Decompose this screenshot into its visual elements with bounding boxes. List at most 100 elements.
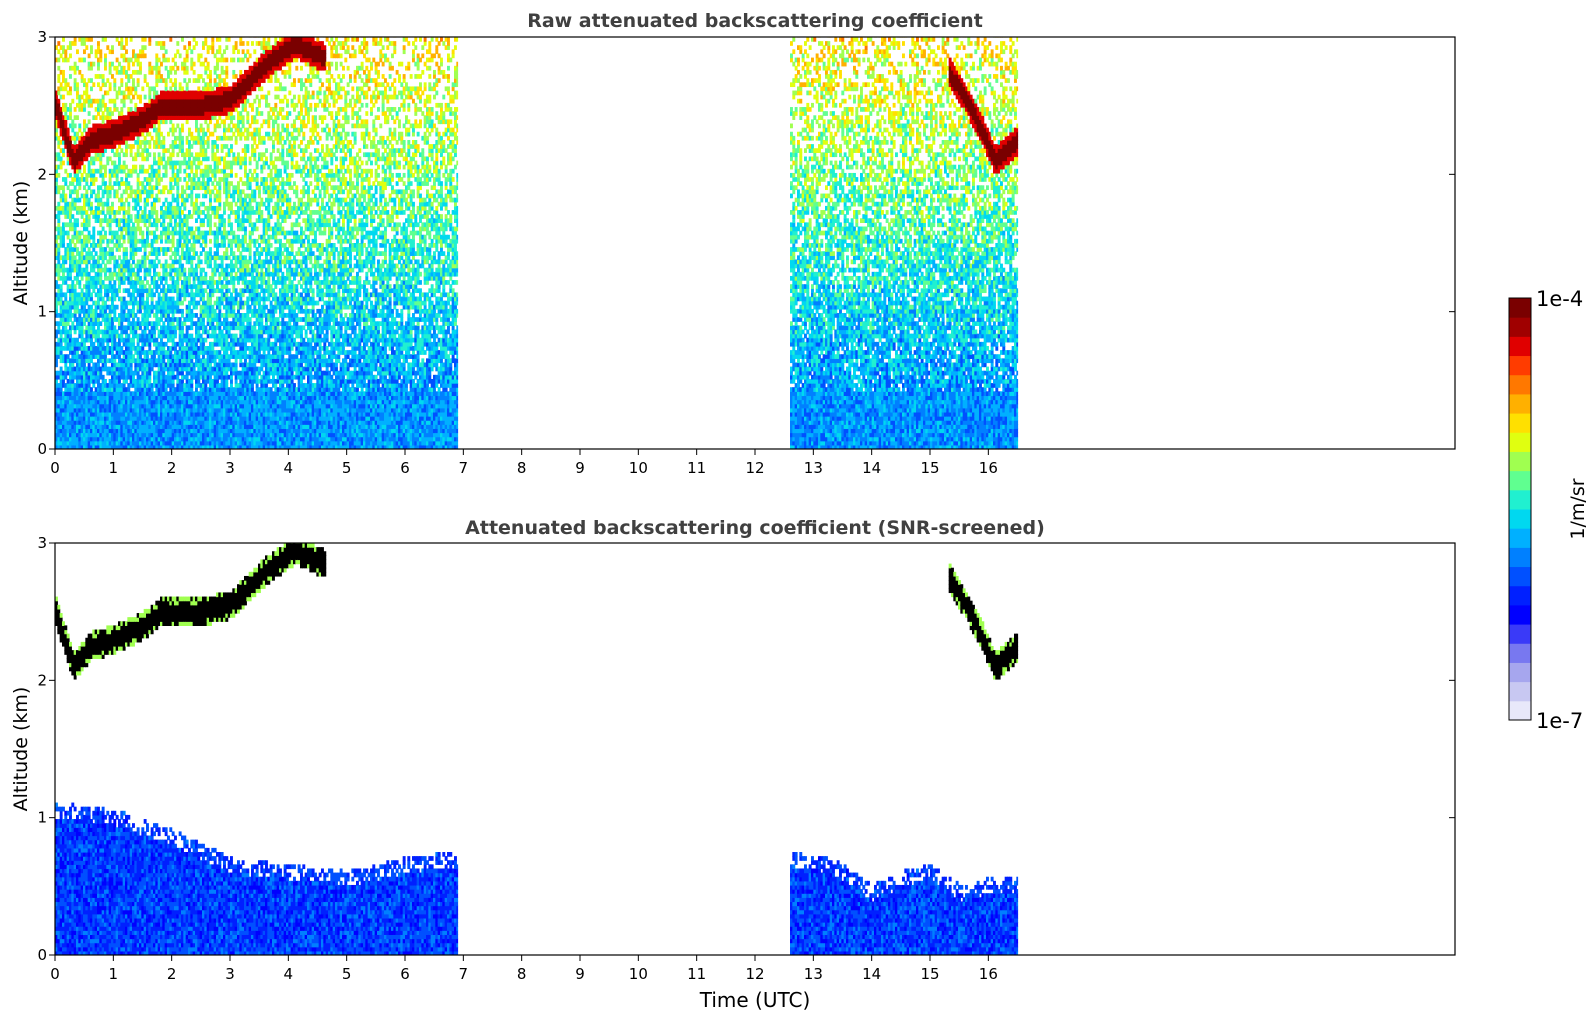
heatmap-cell [66, 411, 70, 417]
heatmap-cell [209, 164, 212, 170]
heatmap-cell [64, 440, 68, 446]
heatmap-cell [66, 148, 70, 153]
heatmap-cell [167, 98, 170, 104]
heatmap-cell [181, 144, 184, 149]
heatmap-cell [122, 280, 126, 285]
heatmap-cell [185, 407, 189, 413]
heatmap-cell [101, 424, 105, 429]
heatmap-cell [127, 370, 131, 376]
heatmap-cell [64, 304, 68, 310]
heatmap-cell [64, 432, 68, 438]
heatmap-cell [209, 111, 212, 116]
heatmap-cell [66, 333, 70, 339]
heatmap-cell [155, 440, 159, 446]
heatmap-cell [155, 115, 159, 120]
heatmap-cell [178, 164, 182, 170]
heatmap-cell [197, 444, 201, 449]
heatmap-cell [101, 329, 105, 335]
heatmap-cell [118, 420, 121, 425]
heatmap-cell [76, 428, 79, 434]
heatmap-cell [55, 280, 58, 285]
heatmap-cell [169, 218, 173, 223]
heatmap-cell [108, 251, 112, 256]
heatmap-cell [80, 346, 84, 351]
heatmap-cell [99, 284, 103, 289]
heatmap-cell [127, 107, 131, 112]
heatmap-cell [190, 164, 194, 170]
heatmap-cell [143, 144, 147, 149]
heatmap-cell [62, 292, 65, 298]
heatmap-cell [101, 440, 105, 446]
heatmap-cell [190, 337, 194, 343]
heatmap-cell [106, 403, 110, 409]
heatmap-cell [108, 313, 112, 318]
heatmap-cell [59, 300, 63, 306]
heatmap-cell [169, 90, 173, 96]
heatmap-cell [113, 416, 117, 421]
heatmap-cell [209, 107, 212, 112]
heatmap-cell [190, 247, 194, 252]
heatmap-cell [139, 308, 142, 314]
heatmap-cell [202, 296, 205, 302]
heatmap-cell [90, 177, 93, 182]
heatmap-cell [148, 366, 152, 372]
heatmap-cell [162, 424, 166, 429]
heatmap-cell [94, 259, 98, 265]
heatmap-cell [71, 362, 75, 368]
heatmap-cell [97, 391, 100, 397]
heatmap-cell [118, 127, 121, 133]
heatmap-cell [69, 313, 72, 318]
heatmap-cell [157, 416, 161, 421]
heatmap-cell [185, 440, 189, 446]
heatmap-cell [206, 391, 210, 397]
heatmap-cell [178, 411, 182, 417]
heatmap-cell [69, 222, 72, 228]
heatmap-cell [155, 69, 159, 75]
heatmap-cell [76, 337, 79, 343]
heatmap-cell [108, 267, 112, 273]
heatmap-cell [155, 255, 159, 261]
heatmap-cell [139, 436, 142, 442]
heatmap-cell [202, 230, 205, 236]
heatmap-cell [202, 387, 205, 392]
heatmap-cell [143, 156, 147, 162]
heatmap-cell [146, 102, 149, 108]
heatmap-cell [118, 391, 121, 397]
heatmap-cell [69, 259, 72, 265]
heatmap-cell [78, 354, 82, 359]
heatmap-cell [190, 98, 194, 104]
heatmap-cell [64, 255, 68, 261]
heatmap-cell [134, 127, 138, 133]
heatmap-cell [167, 94, 170, 100]
heatmap-cell [101, 267, 105, 273]
heatmap-cell [76, 259, 79, 265]
heatmap-cell [197, 177, 201, 182]
heatmap-cell [62, 238, 65, 244]
heatmap-cell [118, 440, 121, 446]
heatmap-cell [111, 304, 114, 310]
heatmap-cell [115, 383, 119, 388]
heatmap-cell [190, 321, 194, 326]
heatmap-cell [113, 317, 117, 322]
heatmap-cell [71, 238, 75, 244]
heatmap-cell [99, 354, 103, 359]
heatmap-cell [171, 230, 175, 236]
heatmap-cell [143, 308, 147, 314]
heatmap-cell [94, 395, 98, 401]
heatmap-cell [108, 370, 112, 376]
heatmap-cell [122, 226, 126, 232]
heatmap-cell [188, 226, 191, 232]
heatmap-cell [181, 436, 184, 442]
heatmap-cell [167, 131, 170, 137]
heatmap-cell [122, 370, 126, 376]
heatmap-cell [164, 416, 168, 421]
heatmap-cell [206, 140, 210, 145]
heatmap-cell [55, 333, 58, 339]
heatmap-cell [71, 65, 75, 71]
heatmap-cell [83, 341, 86, 347]
heatmap-cell [134, 193, 138, 199]
heatmap-cell [157, 308, 161, 314]
heatmap-cell [92, 428, 96, 434]
heatmap-cell [111, 98, 114, 104]
heatmap-cell [216, 444, 219, 449]
